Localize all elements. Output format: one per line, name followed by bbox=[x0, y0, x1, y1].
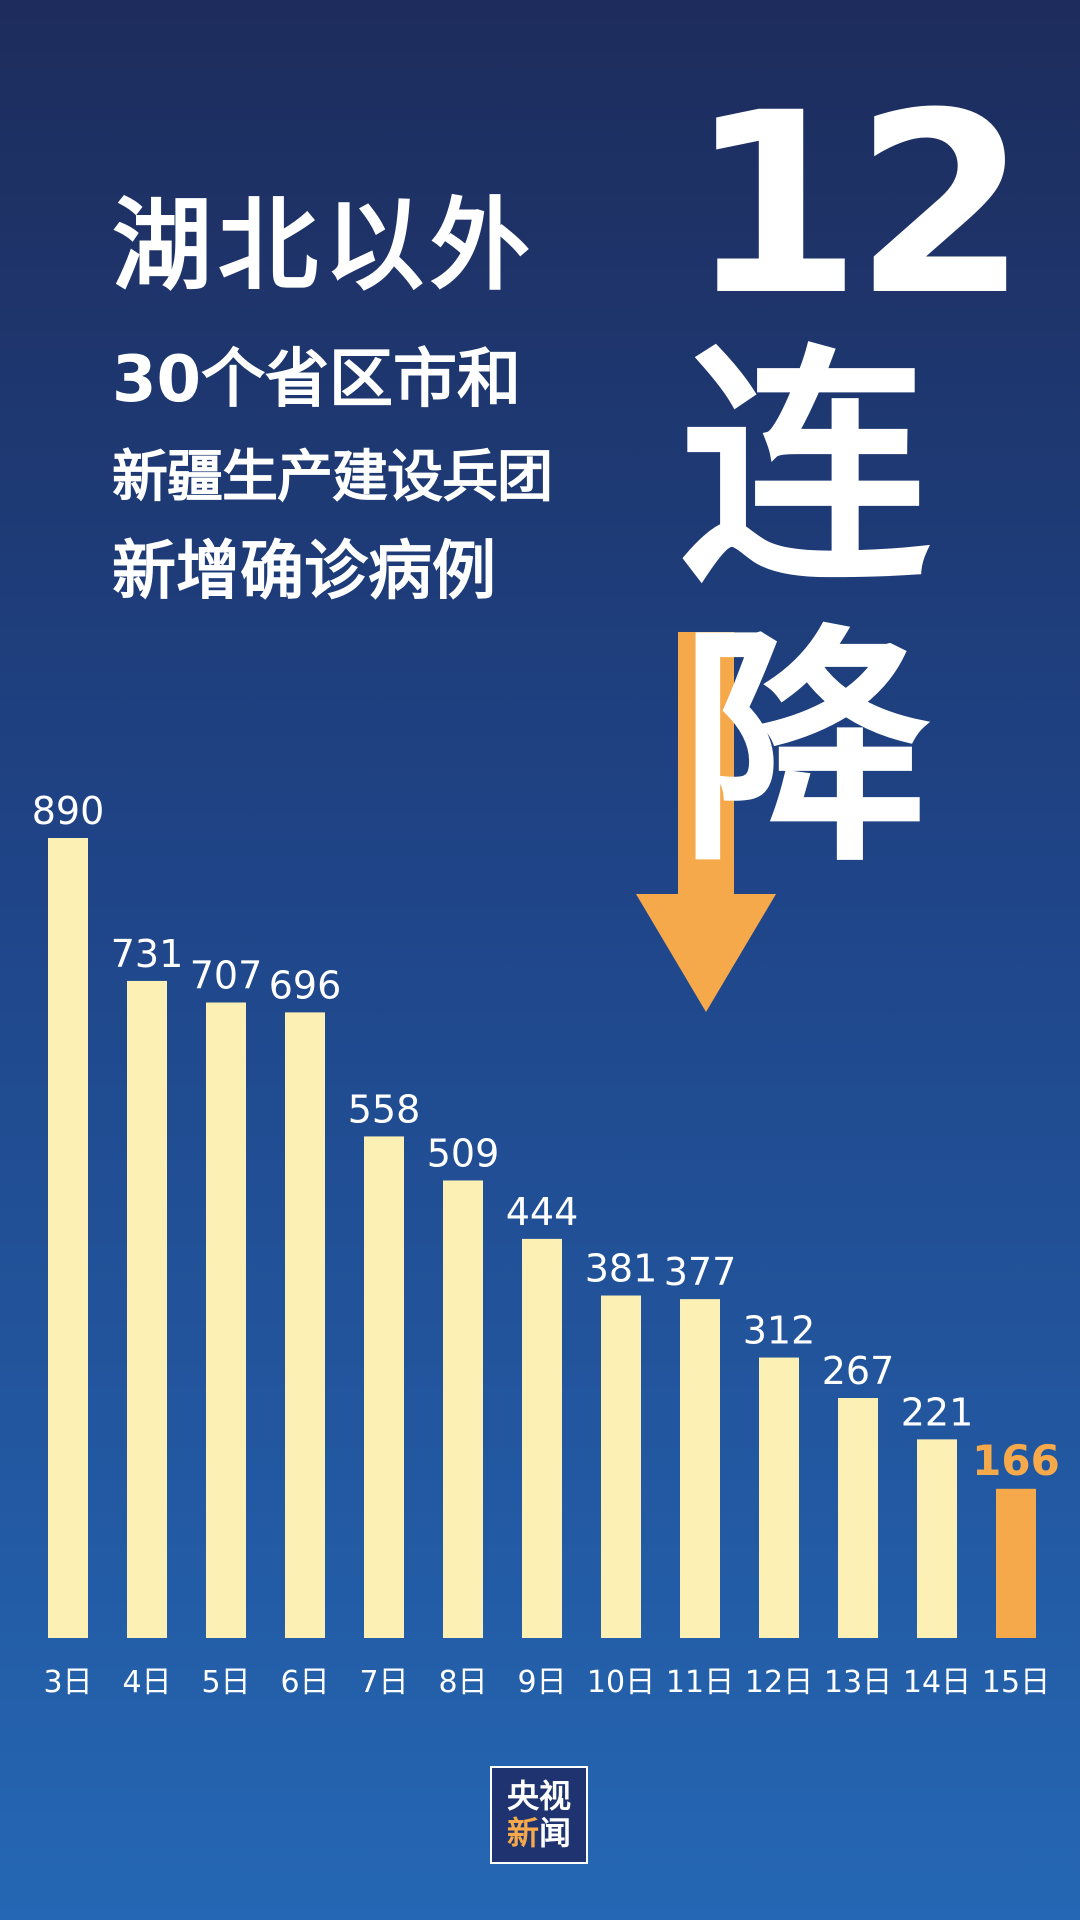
bar-7日 bbox=[364, 1136, 404, 1638]
value-label-8日: 509 bbox=[427, 1131, 500, 1175]
bar-8日 bbox=[443, 1180, 483, 1638]
value-label-11日: 377 bbox=[664, 1250, 737, 1294]
bar-11日 bbox=[680, 1299, 720, 1638]
down-arrow-icon bbox=[636, 632, 776, 1012]
value-label-9日: 444 bbox=[506, 1190, 579, 1234]
tick-label-6日: 6日 bbox=[280, 1665, 329, 1700]
streak-char-decline: 降 bbox=[680, 604, 930, 895]
bar-14日 bbox=[917, 1439, 957, 1638]
tick-label-4日: 4日 bbox=[122, 1665, 171, 1700]
tick-label-10日: 10日 bbox=[587, 1665, 655, 1700]
value-label-13日: 267 bbox=[822, 1349, 895, 1393]
down-arrow-shaft bbox=[678, 632, 734, 900]
value-label-10日: 381 bbox=[585, 1247, 658, 1291]
value-label-12日: 312 bbox=[743, 1309, 816, 1353]
bar-10日 bbox=[601, 1295, 641, 1638]
logo-line-1: 央视 bbox=[506, 1777, 571, 1816]
value-label-7日: 558 bbox=[348, 1087, 421, 1131]
bar-9日 bbox=[522, 1238, 562, 1638]
value-label-14日: 221 bbox=[901, 1390, 974, 1434]
value-label-6日: 696 bbox=[269, 963, 342, 1007]
tick-label-5日: 5日 bbox=[201, 1665, 250, 1700]
value-label-4日: 731 bbox=[111, 932, 184, 976]
streak-number: 12 bbox=[688, 59, 1028, 350]
tick-label-13日: 13日 bbox=[824, 1665, 892, 1700]
cctv-news-logo: 央视 新闻 bbox=[490, 1766, 588, 1864]
bar-15日 bbox=[996, 1488, 1036, 1638]
headline-line-1: 湖北以外 bbox=[112, 187, 536, 304]
daily-cases-bar-chart: 890 3日 731 4日 707 5日 696 6日 558 7日 509 8日 444 9日 381 10… bbox=[32, 789, 1060, 1700]
logo-accent-char: 新 bbox=[506, 1814, 539, 1852]
logo-rest-char: 闻 bbox=[539, 1814, 572, 1852]
headline-line-4: 新增确诊病例 bbox=[112, 535, 496, 609]
value-label-5日: 707 bbox=[190, 953, 263, 997]
value-label-3日: 890 bbox=[32, 789, 105, 833]
bar-6日 bbox=[285, 1012, 325, 1638]
bar-13日 bbox=[838, 1398, 878, 1638]
bar-12日 bbox=[759, 1357, 799, 1638]
tick-label-7日: 7日 bbox=[359, 1665, 408, 1700]
down-arrow-head bbox=[636, 894, 776, 1012]
tick-label-3日: 3日 bbox=[43, 1665, 92, 1700]
bar-3日 bbox=[48, 838, 88, 1638]
tick-label-14日: 14日 bbox=[903, 1665, 971, 1700]
tick-label-11日: 11日 bbox=[666, 1665, 734, 1700]
bar-5日 bbox=[206, 1002, 246, 1638]
tick-label-15日: 15日 bbox=[982, 1665, 1050, 1700]
tick-label-8日: 8日 bbox=[438, 1665, 487, 1700]
logo-line-2: 新闻 bbox=[507, 1815, 571, 1852]
value-label-15日: 166 bbox=[972, 1436, 1060, 1485]
streak-char-continuous: 连 bbox=[680, 324, 930, 615]
tick-label-12日: 12日 bbox=[745, 1665, 813, 1700]
headline-line-3: 新疆生产建设兵团 bbox=[112, 445, 553, 510]
tick-label-9日: 9日 bbox=[517, 1665, 566, 1700]
bar-4日 bbox=[127, 980, 167, 1638]
headline-line-2: 30个省区市和 bbox=[112, 343, 522, 417]
